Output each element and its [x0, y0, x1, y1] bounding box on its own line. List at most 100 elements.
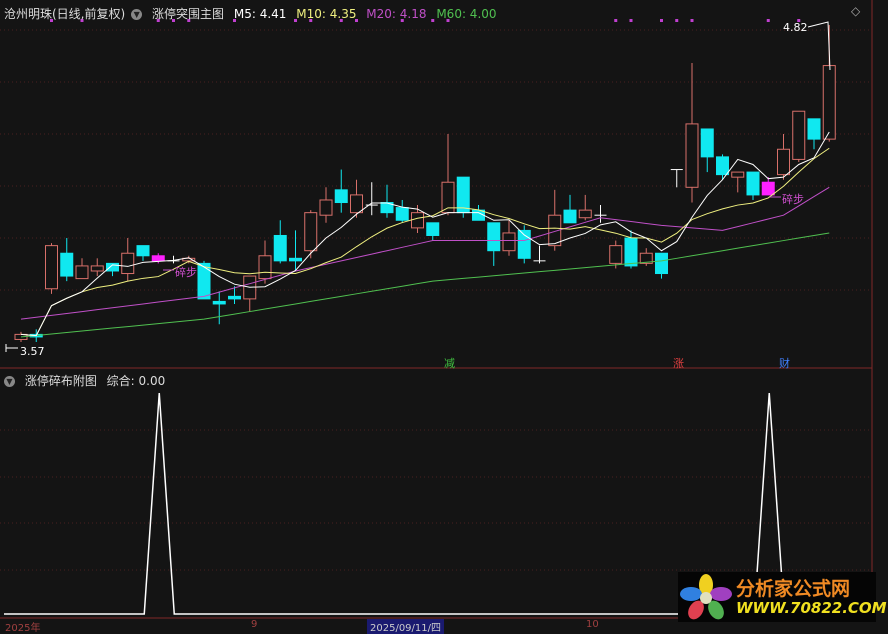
signal-rise: 涨	[673, 357, 684, 370]
signal-dot	[614, 19, 618, 22]
signal-dot	[446, 19, 450, 22]
candle-body	[121, 252, 135, 275]
candle-body	[289, 257, 302, 262]
candle	[731, 171, 745, 193]
candle-body	[426, 222, 440, 236]
candle	[594, 205, 607, 223]
candle-body	[197, 262, 211, 300]
candle	[426, 222, 440, 241]
axis-label-year: 2025年	[5, 623, 41, 634]
candle-body	[700, 128, 714, 158]
signal-dot	[294, 19, 297, 22]
candle	[182, 255, 196, 264]
signal-dot	[172, 19, 175, 22]
candle	[136, 245, 150, 261]
ma60-line	[20, 232, 830, 338]
candle	[365, 182, 378, 216]
candle	[90, 258, 104, 277]
signal-dot	[339, 19, 343, 22]
candle-body	[502, 232, 516, 252]
candle-body	[761, 181, 775, 196]
candle	[258, 240, 272, 284]
candle	[639, 248, 653, 266]
signal-dot	[80, 19, 84, 22]
flower-logo-icon	[680, 574, 732, 620]
candle-body	[350, 194, 363, 214]
signal-dot	[50, 19, 53, 22]
candle-body	[731, 171, 745, 178]
candle	[60, 238, 74, 282]
candle	[670, 169, 683, 188]
candle	[533, 245, 546, 264]
candle-body	[411, 212, 424, 229]
candle-body	[746, 171, 760, 196]
ma5-value: M5: 4.41	[233, 7, 287, 21]
ma10-value: M10: 4.35	[296, 7, 357, 21]
ma10-line	[20, 147, 830, 337]
candle	[487, 222, 501, 266]
signal-dot	[355, 19, 358, 22]
low-price-label: 3.57	[20, 345, 45, 358]
candle-body	[75, 265, 89, 280]
signal-wealth: 财	[779, 357, 790, 370]
candle-body	[380, 202, 394, 214]
indicator-menu-icon[interactable]: ▼	[131, 9, 143, 20]
signal-dot	[233, 19, 236, 22]
candle-body	[456, 176, 470, 214]
candle-body	[685, 123, 699, 188]
ma20-line	[20, 186, 830, 320]
candle	[563, 194, 577, 224]
site-logo: 分析家公式网 WWW.70822.COM	[678, 572, 887, 622]
candle	[441, 134, 455, 216]
signal-dot	[400, 19, 404, 22]
candle-body	[106, 262, 119, 272]
sub-indicator-menu-icon[interactable]: ▼	[4, 376, 15, 387]
low-arrow-icon	[5, 344, 18, 352]
candle	[334, 169, 348, 213]
candle	[212, 291, 226, 325]
step-label: 碎步	[782, 193, 804, 206]
candle-body	[655, 252, 668, 275]
signal-dot	[797, 19, 801, 22]
candle	[121, 238, 135, 282]
indicator-name[interactable]: 涨停突围主图	[152, 7, 225, 21]
high-price-label: 4.82	[783, 21, 808, 34]
logo-url: WWW.70822.COM	[736, 599, 887, 617]
candle-body	[563, 209, 577, 224]
candle	[761, 177, 775, 196]
candle	[45, 243, 58, 294]
candle-body	[304, 212, 318, 252]
signal-dot	[309, 19, 313, 22]
candle-body	[60, 252, 74, 277]
sub-indicator-value: 综合: 0.00	[106, 374, 166, 388]
candle	[304, 210, 318, 259]
high-arrow-icon	[807, 21, 831, 71]
candle	[228, 286, 241, 304]
candle	[685, 63, 699, 203]
candle	[822, 25, 836, 142]
candle	[655, 252, 668, 279]
candle	[289, 230, 302, 271]
signal-dot	[431, 19, 435, 22]
signal-dot	[690, 19, 694, 22]
diamond-icon[interactable]: ◇	[851, 4, 861, 18]
candle	[380, 184, 394, 218]
signal-dot	[675, 19, 679, 22]
candle-body	[578, 209, 592, 219]
candle-body	[228, 295, 241, 300]
ma20-value: M20: 4.18	[366, 7, 427, 21]
sub-header: ▼ 涨停碎布附图 综合: 0.00	[4, 372, 171, 389]
signal-reduce: 减	[444, 357, 455, 370]
candle-body	[792, 110, 806, 160]
sub-indicator-name[interactable]: 涨停碎布附图	[24, 374, 97, 388]
candle	[700, 128, 714, 173]
candle	[792, 110, 806, 162]
candle-body	[45, 245, 58, 290]
candle-body	[777, 148, 790, 176]
candle-body	[609, 245, 623, 264]
candle-body	[548, 214, 562, 247]
logo-name: 分析家公式网	[736, 578, 851, 600]
axis-label-oct: 10	[586, 619, 599, 630]
candle-body	[151, 255, 165, 262]
